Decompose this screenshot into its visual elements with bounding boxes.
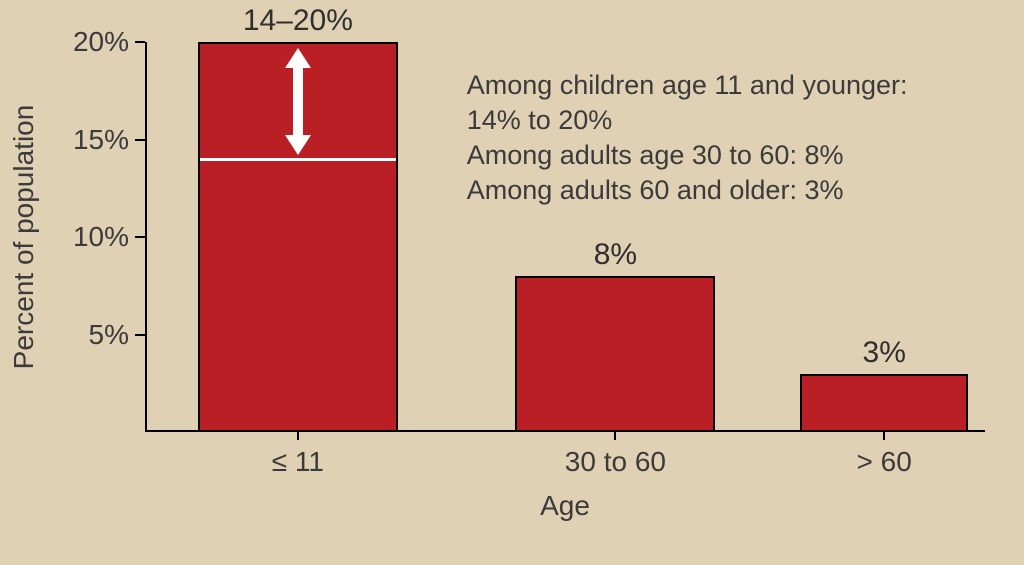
x-tick [614, 432, 616, 440]
range-arrow-icon [278, 48, 318, 155]
x-tick-label: 30 to 60 [565, 446, 666, 478]
chart-bar [800, 374, 968, 431]
y-tick [135, 334, 145, 336]
x-tick [883, 432, 885, 440]
y-tick [135, 139, 145, 141]
chart-bar [515, 276, 715, 430]
x-tick-label: > 60 [857, 446, 912, 478]
x-axis-line [145, 430, 985, 432]
bar-value-label: 14–20% [243, 4, 353, 38]
bar-value-label: 8% [594, 238, 637, 272]
y-tick-label: 5% [89, 319, 129, 351]
y-tick-label: 20% [73, 26, 129, 58]
x-tick-label: ≤ 11 [272, 446, 324, 478]
x-tick [297, 432, 299, 440]
range-low-line [200, 158, 396, 161]
bar-value-label: 3% [863, 336, 906, 370]
y-tick-label: 10% [73, 221, 129, 253]
y-tick [135, 41, 145, 43]
x-axis-label: Age [540, 490, 590, 522]
chart-annotation: Among children age 11 and younger: 14% t… [467, 68, 908, 208]
y-tick [135, 236, 145, 238]
y-axis-line [145, 42, 147, 432]
y-axis-label: Percent of population [8, 105, 40, 370]
y-tick-label: 15% [73, 124, 129, 156]
